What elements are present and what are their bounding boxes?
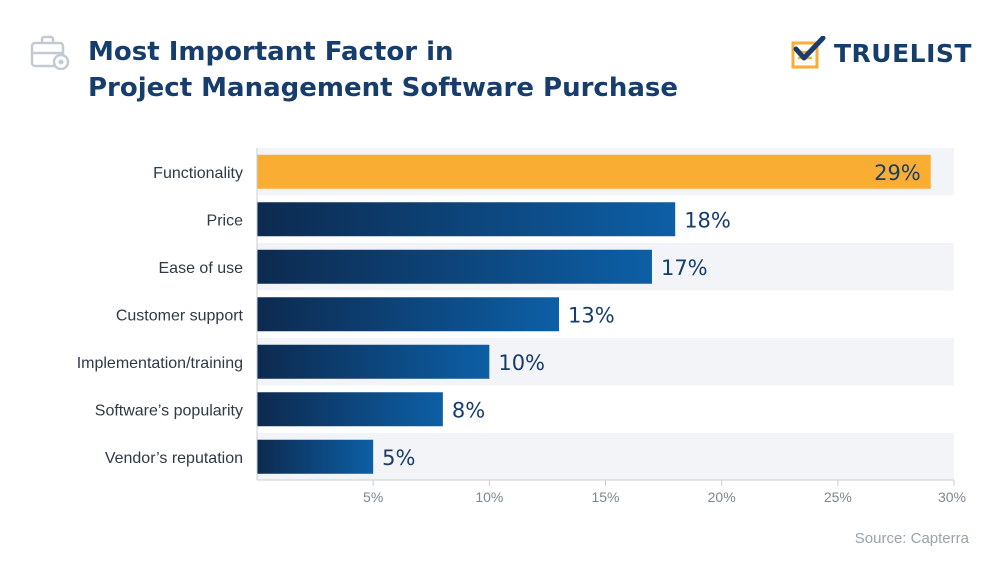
x-tick-label-3: 20% bbox=[708, 489, 736, 505]
category-label-1: Price bbox=[207, 212, 244, 229]
chart-title-line-1: Most Important Factor in bbox=[88, 37, 454, 67]
x-tick-label-5: 30% bbox=[938, 489, 966, 505]
value-label-5: 8% bbox=[452, 398, 485, 422]
bar-0 bbox=[257, 154, 931, 189]
x-axis: 5% 10% 15% 20% 25% 30% bbox=[256, 148, 966, 505]
value-label-3: 13% bbox=[568, 303, 615, 327]
chart-title-line-2: Project Management Software Purchase bbox=[88, 73, 678, 103]
category-label-3: Customer support bbox=[116, 307, 244, 324]
value-label-6: 5% bbox=[382, 446, 415, 470]
bar-5 bbox=[257, 392, 443, 427]
bar-4 bbox=[257, 344, 490, 379]
value-label-2: 17% bbox=[661, 256, 708, 280]
category-label-4: Implementation/training bbox=[77, 355, 243, 372]
bar-3 bbox=[257, 297, 560, 332]
value-labels: 29% 18% 17% 13% 10% 8% 5% bbox=[382, 161, 921, 470]
bars bbox=[257, 154, 931, 474]
bar-1 bbox=[257, 202, 676, 237]
category-label-6: Vendor’s reputation bbox=[105, 450, 243, 467]
category-labels: Functionality Price Ease of use Customer su… bbox=[77, 165, 244, 467]
brand-logo: TRUELIST bbox=[790, 35, 972, 71]
value-label-1: 18% bbox=[684, 208, 731, 232]
checklist-logo-icon bbox=[791, 36, 826, 69]
value-label-0: 29% bbox=[874, 161, 921, 185]
category-label-2: Ease of use bbox=[159, 260, 244, 277]
x-tick-label-0: 5% bbox=[363, 489, 383, 505]
x-tick-label-2: 15% bbox=[591, 489, 619, 505]
x-tick-label-1: 10% bbox=[475, 489, 503, 505]
bar-6 bbox=[257, 439, 374, 474]
x-tick-label-4: 25% bbox=[824, 489, 852, 505]
category-label-0: Functionality bbox=[153, 165, 243, 182]
brand-name: TRUELIST bbox=[834, 38, 972, 68]
value-label-4: 10% bbox=[498, 351, 545, 375]
briefcase-gear-icon bbox=[30, 35, 70, 70]
chart-title: Most Important Factor in Project Managem… bbox=[88, 34, 678, 106]
category-label-5: Software’s popularity bbox=[95, 402, 243, 419]
bar-2 bbox=[257, 249, 652, 284]
source-note: Source: Capterra bbox=[854, 530, 969, 547]
